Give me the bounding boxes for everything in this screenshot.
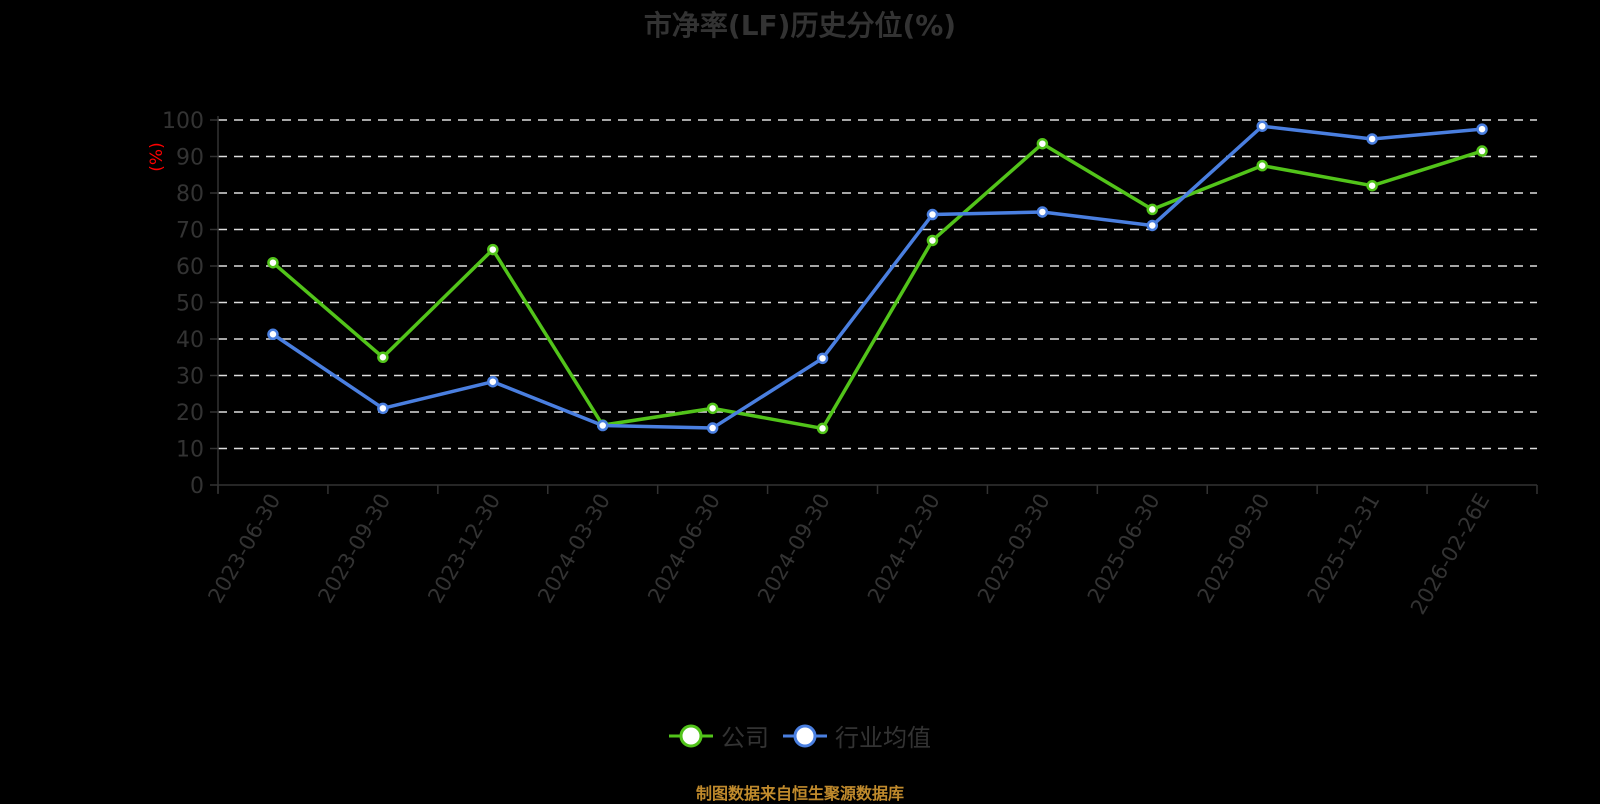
legend-label-company: 公司 (721, 724, 769, 752)
data-point[interactable] (1256, 159, 1268, 172)
data-point[interactable] (1256, 120, 1268, 132)
gridlines (218, 119, 1537, 450)
y-tick-label: 30 (176, 365, 204, 390)
source-note: 制图数据来自恒生聚源数据库 (695, 784, 904, 803)
data-point[interactable] (487, 375, 499, 388)
data-point[interactable] (1366, 179, 1378, 192)
x-tick-label: 2024-12-30 (863, 490, 945, 608)
x-tick-label: 2023-09-30 (313, 490, 395, 608)
legend-marker-industry-icon (783, 724, 827, 747)
x-tick-label: 2024-03-30 (533, 490, 615, 608)
data-point[interactable] (487, 243, 499, 256)
data-point[interactable] (1476, 145, 1488, 157)
y-tick-label: 40 (176, 328, 204, 353)
x-tick-label: 2023-12-30 (423, 490, 505, 608)
legend-label-industry-average: 行业均值 (835, 724, 931, 752)
y-tick-label: 90 (176, 146, 204, 171)
axes (217, 116, 1537, 493)
x-tick-label: 2025-09-30 (1193, 490, 1275, 608)
x-tick-label: 2026-02-26E (1406, 490, 1494, 619)
series-line-company (271, 141, 1483, 431)
data-point[interactable] (1146, 219, 1159, 232)
data-point[interactable] (267, 328, 279, 341)
data-point[interactable] (706, 402, 719, 415)
x-tick-label: 2025-06-30 (1083, 490, 1165, 608)
x-axis-ticks: 2023-06-30 2023-09-30 2023-12-30 2024-03-30… (203, 485, 1538, 619)
data-point[interactable] (706, 422, 719, 434)
y-axis-ticks: 0 10 20 30 40 50 60 70 80 90 100 (162, 109, 218, 499)
data-point[interactable] (926, 234, 939, 247)
y-tick-label: 70 (176, 219, 204, 244)
legend-marker-company-icon (669, 724, 713, 747)
x-tick-label: 2024-09-30 (753, 490, 835, 608)
y-tick-label: 10 (176, 438, 204, 463)
series-line-industry-average (271, 124, 1483, 430)
data-point[interactable] (816, 352, 829, 365)
data-point[interactable] (1036, 206, 1049, 218)
data-point[interactable] (926, 208, 939, 221)
x-tick-label: 2024-06-30 (643, 490, 725, 608)
data-point[interactable] (1146, 203, 1159, 216)
y-tick-label: 0 (190, 474, 204, 499)
data-point[interactable] (1036, 137, 1049, 150)
series-lines (267, 120, 1488, 435)
y-axis-label: (%) (147, 142, 167, 171)
data-point[interactable] (267, 256, 279, 269)
legend-item-industry-average[interactable]: 行业均值 (783, 718, 931, 753)
data-point[interactable] (1366, 133, 1378, 145)
y-tick-label: 80 (176, 182, 204, 207)
x-tick-label: 2025-12-31 (1303, 490, 1385, 608)
y-tick-label: 60 (176, 255, 204, 280)
x-tick-label: 2023-06-30 (203, 490, 285, 608)
legend-item-company[interactable]: 公司 (669, 718, 769, 753)
data-point[interactable] (377, 351, 389, 363)
y-tick-label: 20 (176, 401, 204, 426)
data-point[interactable] (816, 422, 829, 435)
data-point[interactable] (377, 402, 389, 415)
y-tick-label: 50 (176, 292, 204, 317)
legend: 公司 行业均值 (0, 718, 1600, 753)
data-point[interactable] (596, 419, 609, 432)
y-tick-label: 100 (162, 109, 204, 134)
data-point[interactable] (1476, 123, 1488, 135)
x-tick-label: 2025-03-30 (973, 490, 1055, 608)
chart-title: 市净率(LF)历史分位(%) (643, 9, 957, 42)
